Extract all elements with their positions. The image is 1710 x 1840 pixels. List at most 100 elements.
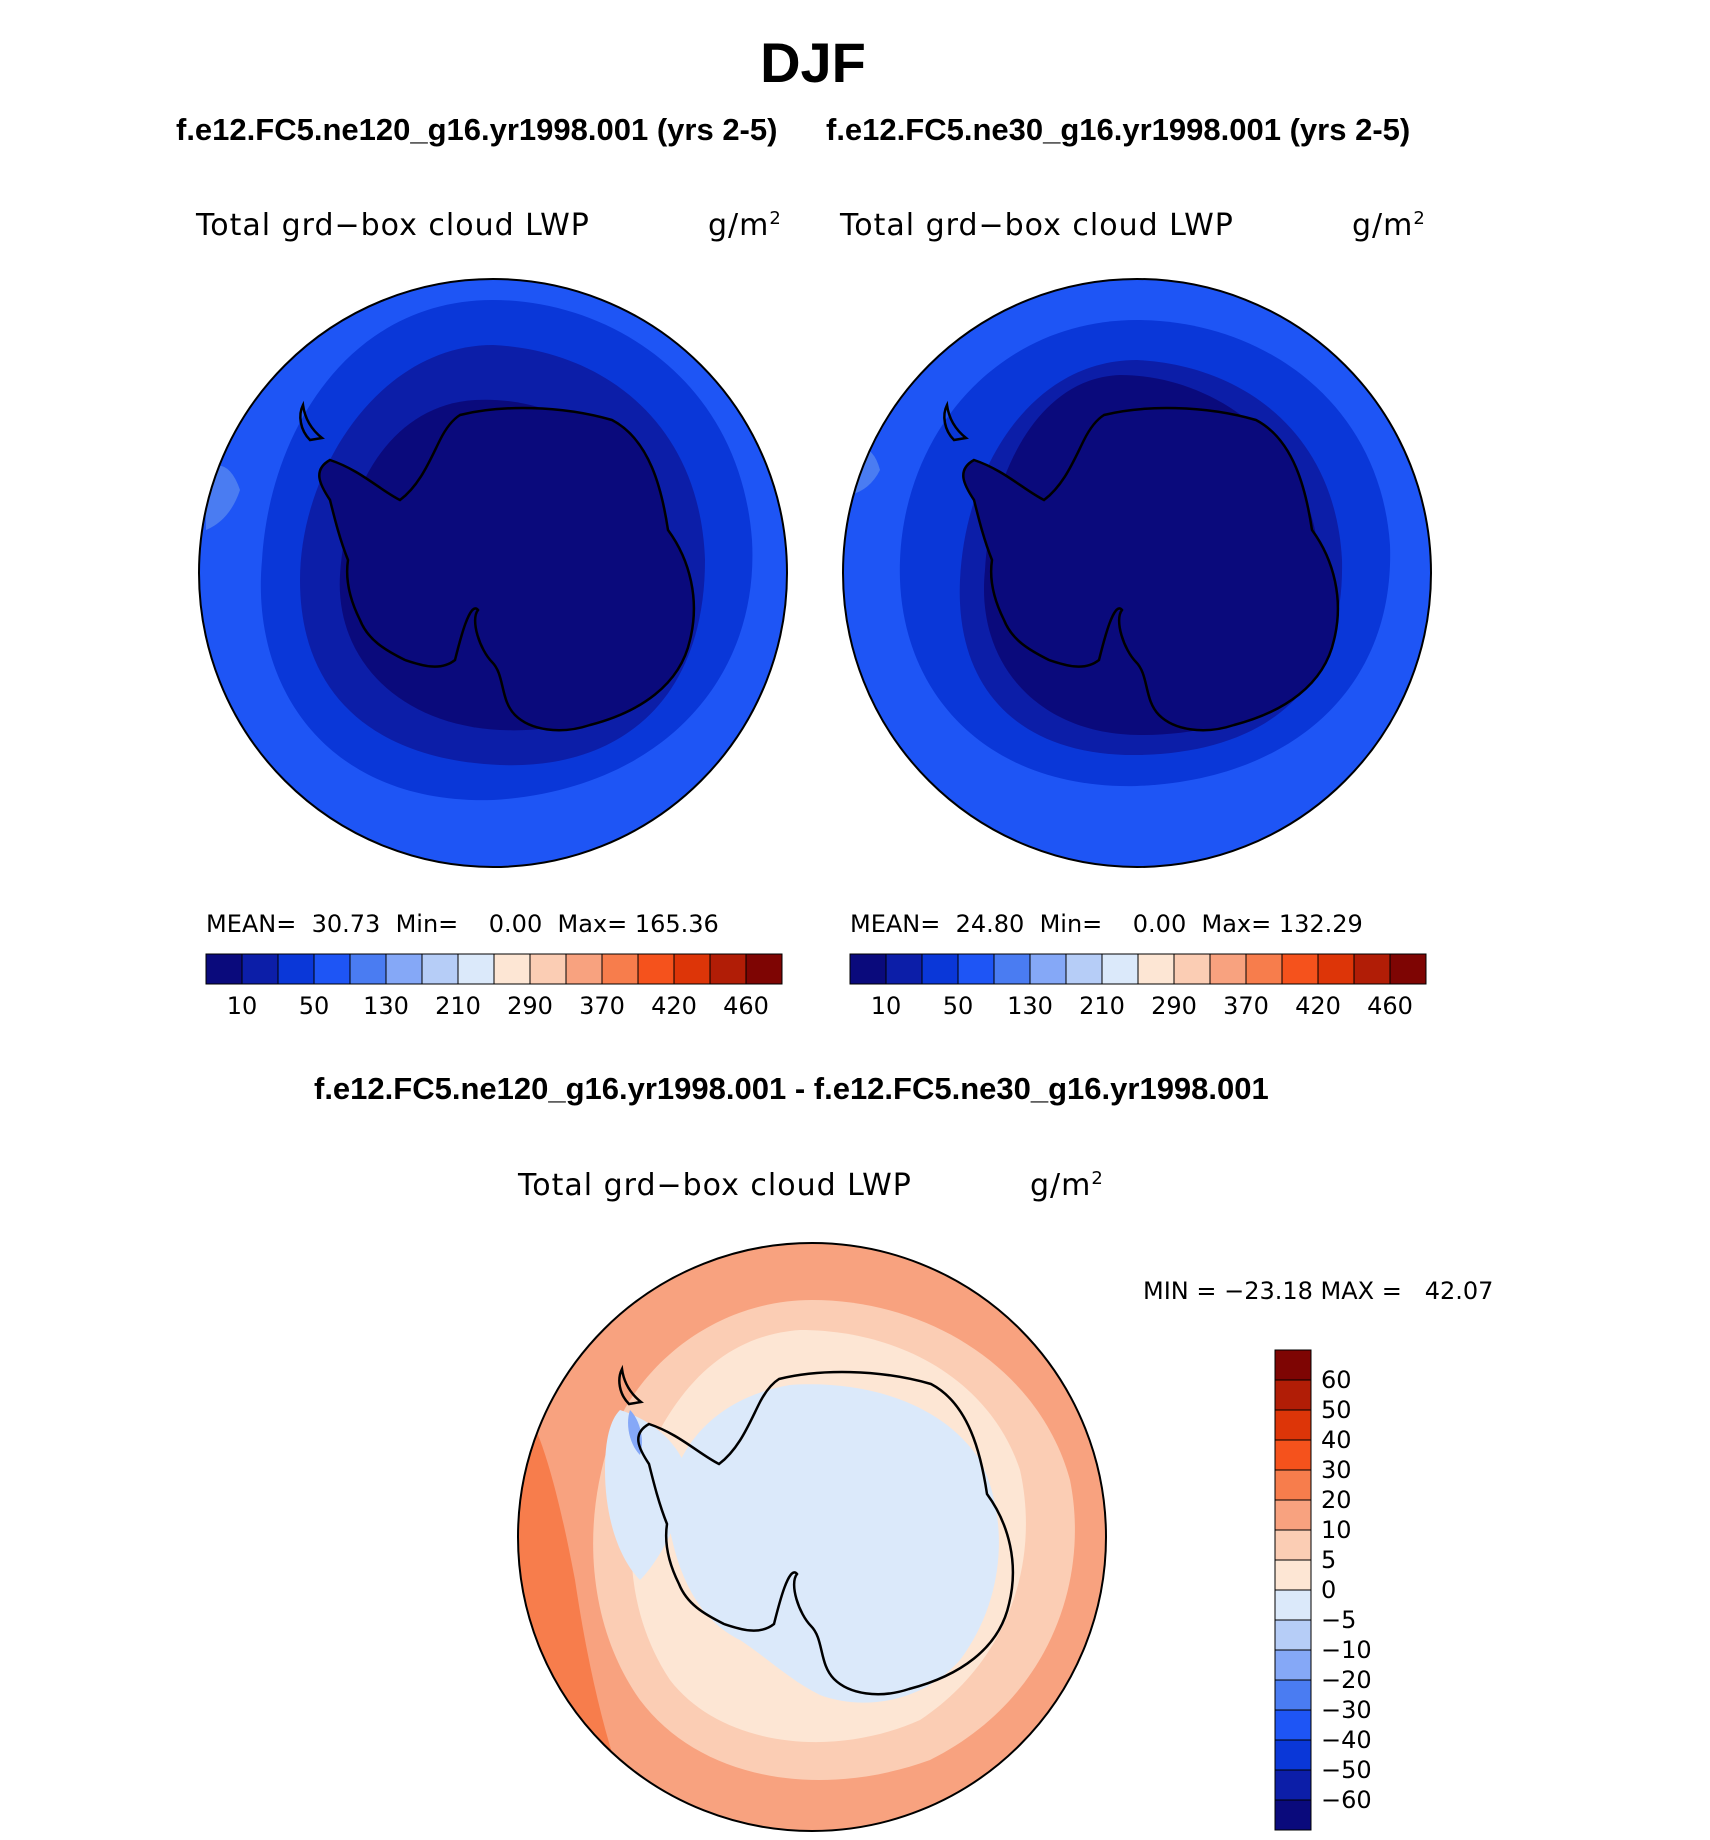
colorbar-swatch xyxy=(1317,953,1355,985)
colorbar-tick-label: 10 xyxy=(870,992,902,1020)
colorbar-swatch xyxy=(1274,1379,1312,1411)
colorbar-swatch xyxy=(1245,953,1283,985)
colorbar-swatch xyxy=(421,953,459,985)
right-units-label: g/m2 xyxy=(1352,208,1426,243)
colorbar-swatch xyxy=(1209,953,1247,985)
left-peninsula xyxy=(299,400,325,442)
colorbar-tick-label: 420 xyxy=(1295,992,1341,1020)
colorbar-tick-label: 370 xyxy=(1223,992,1269,1020)
colorbar-tick-label: 10 xyxy=(226,992,258,1020)
colorbar-tick-label: 50 xyxy=(1321,1396,1352,1424)
colorbar-swatch xyxy=(1137,953,1175,985)
colorbar-swatch xyxy=(637,953,675,985)
diff-units-base: g/m xyxy=(1030,1168,1092,1203)
colorbar-swatch xyxy=(885,953,923,985)
right-case-title: f.e12.FC5.ne30_g16.yr1998.001 (yrs 2-5) xyxy=(826,112,1411,147)
right-map-border xyxy=(842,278,1432,868)
colorbar-swatch xyxy=(601,953,639,985)
colorbar-swatch xyxy=(1274,1499,1312,1531)
colorbar-swatch xyxy=(457,953,495,985)
colorbar-tick-label: 130 xyxy=(1007,992,1053,1020)
diff-units-label: g/m2 xyxy=(1030,1168,1104,1203)
left-units-exponent: 2 xyxy=(769,208,782,229)
colorbar-tick-label: −60 xyxy=(1321,1786,1372,1814)
left-stats: MEAN= 30.73 Min= 0.00 Max= 165.36 xyxy=(206,910,719,938)
colorbar-swatch xyxy=(1065,953,1103,985)
colorbar-tick-label: 460 xyxy=(723,992,769,1020)
colorbar-swatch xyxy=(1274,1619,1312,1651)
colorbar-swatch xyxy=(1274,1409,1312,1441)
left-colorbar xyxy=(205,953,783,985)
diff-stats: MIN = −23.18 MAX = 42.07 xyxy=(1143,1277,1494,1305)
left-variable-label: Total grd−box cloud LWP xyxy=(196,208,590,243)
colorbar-swatch xyxy=(1274,1589,1312,1621)
diff-antarctica-coast xyxy=(637,1370,1015,1696)
colorbar-swatch xyxy=(849,953,887,985)
colorbar-tick-label: 460 xyxy=(1367,992,1413,1020)
colorbar-swatch xyxy=(493,953,531,985)
colorbar-swatch xyxy=(565,953,603,985)
colorbar-swatch xyxy=(921,953,959,985)
colorbar-tick-label: 60 xyxy=(1321,1366,1352,1394)
colorbar-swatch xyxy=(313,953,351,985)
colorbar-swatch xyxy=(385,953,423,985)
diff-colorbar xyxy=(1274,1349,1312,1831)
colorbar-tick-label: 10 xyxy=(1321,1516,1352,1544)
colorbar-tick-label: 130 xyxy=(363,992,409,1020)
figure-title: DJF xyxy=(760,31,866,94)
colorbar-swatch xyxy=(1274,1349,1312,1381)
colorbar-swatch xyxy=(241,953,279,985)
diff-peninsula-coast xyxy=(618,1364,644,1406)
left-map-border xyxy=(198,278,788,868)
colorbar-swatch xyxy=(1274,1529,1312,1561)
colorbar-tick-label: −20 xyxy=(1321,1666,1372,1694)
left-units-base: g/m xyxy=(708,208,770,243)
colorbar-swatch xyxy=(1389,953,1427,985)
right-peninsula xyxy=(943,400,969,442)
colorbar-swatch xyxy=(709,953,747,985)
colorbar-swatch xyxy=(1274,1709,1312,1741)
colorbar-tick-label: 30 xyxy=(1321,1456,1352,1484)
colorbar-tick-label: 290 xyxy=(507,992,553,1020)
colorbar-swatch xyxy=(1274,1799,1312,1831)
colorbar-swatch xyxy=(745,953,783,985)
diff-map-border xyxy=(517,1242,1107,1832)
colorbar-tick-label: 420 xyxy=(651,992,697,1020)
colorbar-tick-label: 210 xyxy=(1079,992,1125,1020)
diff-negative-interior xyxy=(668,1384,999,1703)
colorbar-swatch xyxy=(1274,1439,1312,1471)
colorbar-swatch xyxy=(1281,953,1319,985)
diff-negative-west xyxy=(605,1410,690,1580)
right-variable-label: Total grd−box cloud LWP xyxy=(840,208,1234,243)
right-units-exponent: 2 xyxy=(1413,208,1426,229)
colorbar-swatch xyxy=(277,953,315,985)
right-antarctica-coast xyxy=(962,406,1340,732)
left-case-title: f.e12.FC5.ne120_g16.yr1998.001 (yrs 2-5) xyxy=(176,112,778,147)
colorbar-tick-label: −50 xyxy=(1321,1756,1372,1784)
colorbar-tick-label: 5 xyxy=(1321,1546,1337,1574)
colorbar-tick-label: 370 xyxy=(579,992,625,1020)
colorbar-tick-label: 40 xyxy=(1321,1426,1352,1454)
diff-units-exponent: 2 xyxy=(1091,1168,1104,1189)
colorbar-swatch xyxy=(1101,953,1139,985)
colorbar-swatch xyxy=(1274,1739,1312,1771)
colorbar-swatch xyxy=(993,953,1031,985)
colorbar-swatch xyxy=(1353,953,1391,985)
colorbar-tick-label: 210 xyxy=(435,992,481,1020)
colorbar-tick-label: 50 xyxy=(942,992,974,1020)
colorbar-tick-label: 20 xyxy=(1321,1486,1352,1514)
colorbar-swatch xyxy=(529,953,567,985)
colorbar-tick-label: −40 xyxy=(1321,1726,1372,1754)
colorbar-swatch xyxy=(673,953,711,985)
colorbar-swatch xyxy=(1274,1679,1312,1711)
left-units-label: g/m2 xyxy=(708,208,782,243)
colorbar-swatch xyxy=(957,953,995,985)
colorbar-swatch xyxy=(205,953,243,985)
colorbar-tick-label: −30 xyxy=(1321,1696,1372,1724)
colorbar-tick-label: 50 xyxy=(298,992,330,1020)
difference-title: f.e12.FC5.ne120_g16.yr1998.001 - f.e12.F… xyxy=(314,1071,1269,1106)
colorbar-tick-label: 290 xyxy=(1151,992,1197,1020)
